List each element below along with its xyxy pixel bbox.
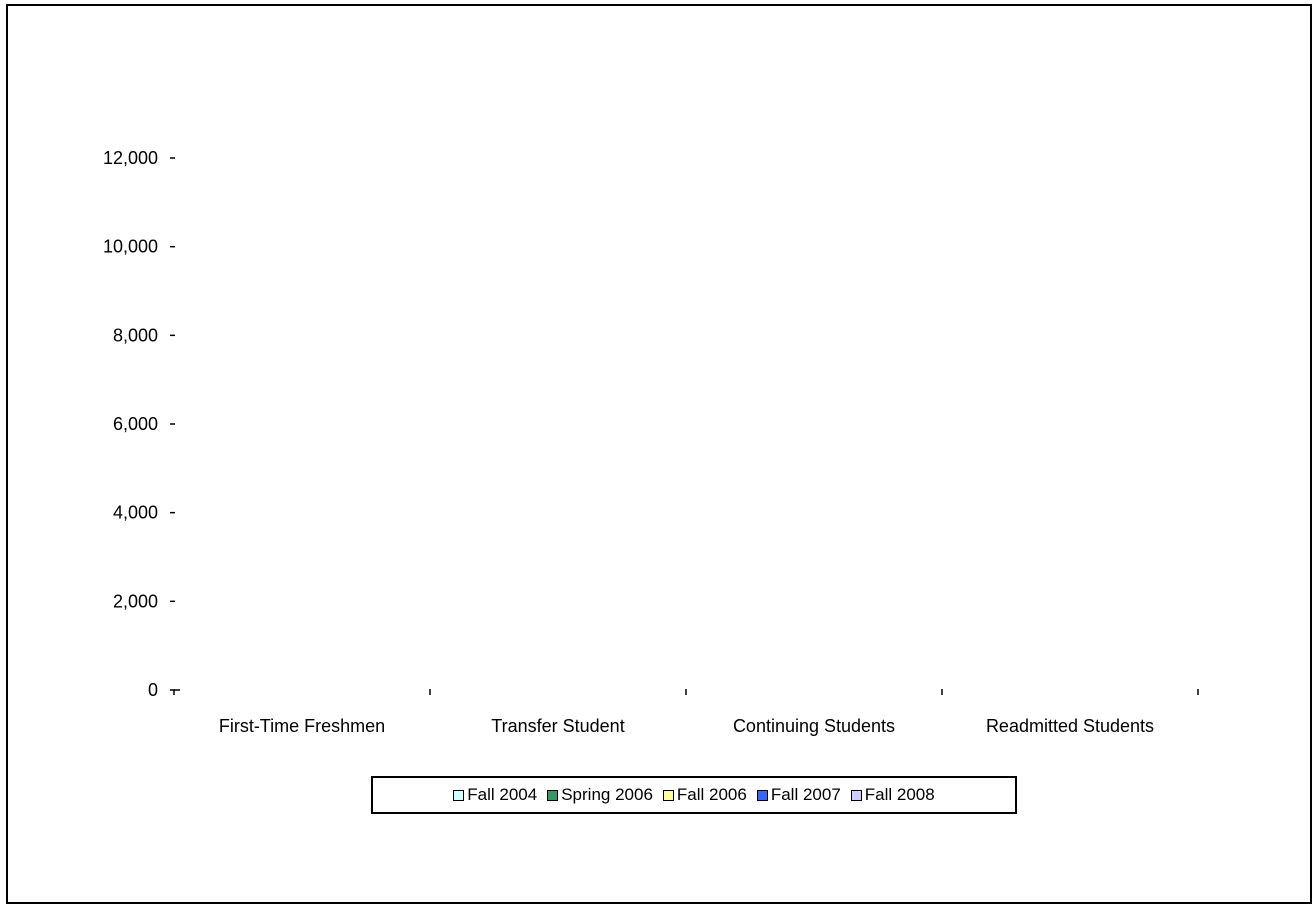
legend-item: Fall 2006 — [662, 785, 747, 805]
y-tick-label: 12,000 — [103, 148, 158, 168]
legend-swatch — [756, 789, 768, 801]
legend-label: Fall 2004 — [467, 785, 538, 804]
legend-item: Fall 2008 — [850, 785, 935, 805]
x-tick-label: Readmitted Students — [986, 716, 1154, 736]
x-tick-label: First-Time Freshmen — [219, 716, 385, 736]
y-tick-label: 4,000 — [113, 503, 158, 523]
legend-label: Spring 2006 — [561, 785, 653, 804]
x-tick-label: Continuing Students — [733, 716, 895, 736]
legend-swatch — [547, 789, 559, 801]
y-tick-label: 6,000 — [113, 414, 158, 434]
x-tick-label: Transfer Student — [491, 716, 624, 736]
legend-label: Fall 2006 — [676, 785, 747, 804]
legend-swatch — [662, 789, 674, 801]
legend-item: Fall 2004 — [453, 785, 537, 805]
legend-item: Spring 2006 — [547, 785, 653, 805]
chart-frame — [6, 4, 1312, 904]
legend-label: Fall 2007 — [770, 785, 841, 804]
bar-chart: 0 2,000 4,000 6,000 8,000 10,000 12,000 First-T… — [103, 148, 1199, 736]
y-tick-label: 2,000 — [113, 591, 158, 611]
legend-label: Fall 2008 — [864, 785, 935, 804]
legend-item: Fall 2007 — [756, 785, 841, 805]
chart-legend: Fall 2004 Spring 2006 Fall 2006 Fall 2007 Fa… — [371, 776, 1017, 814]
y-tick-label: 8,000 — [113, 325, 158, 345]
legend-swatch — [453, 789, 465, 801]
legend-swatch — [850, 789, 862, 801]
y-tick-label: 0 — [148, 680, 158, 700]
y-tick-label: 10,000 — [103, 237, 158, 257]
